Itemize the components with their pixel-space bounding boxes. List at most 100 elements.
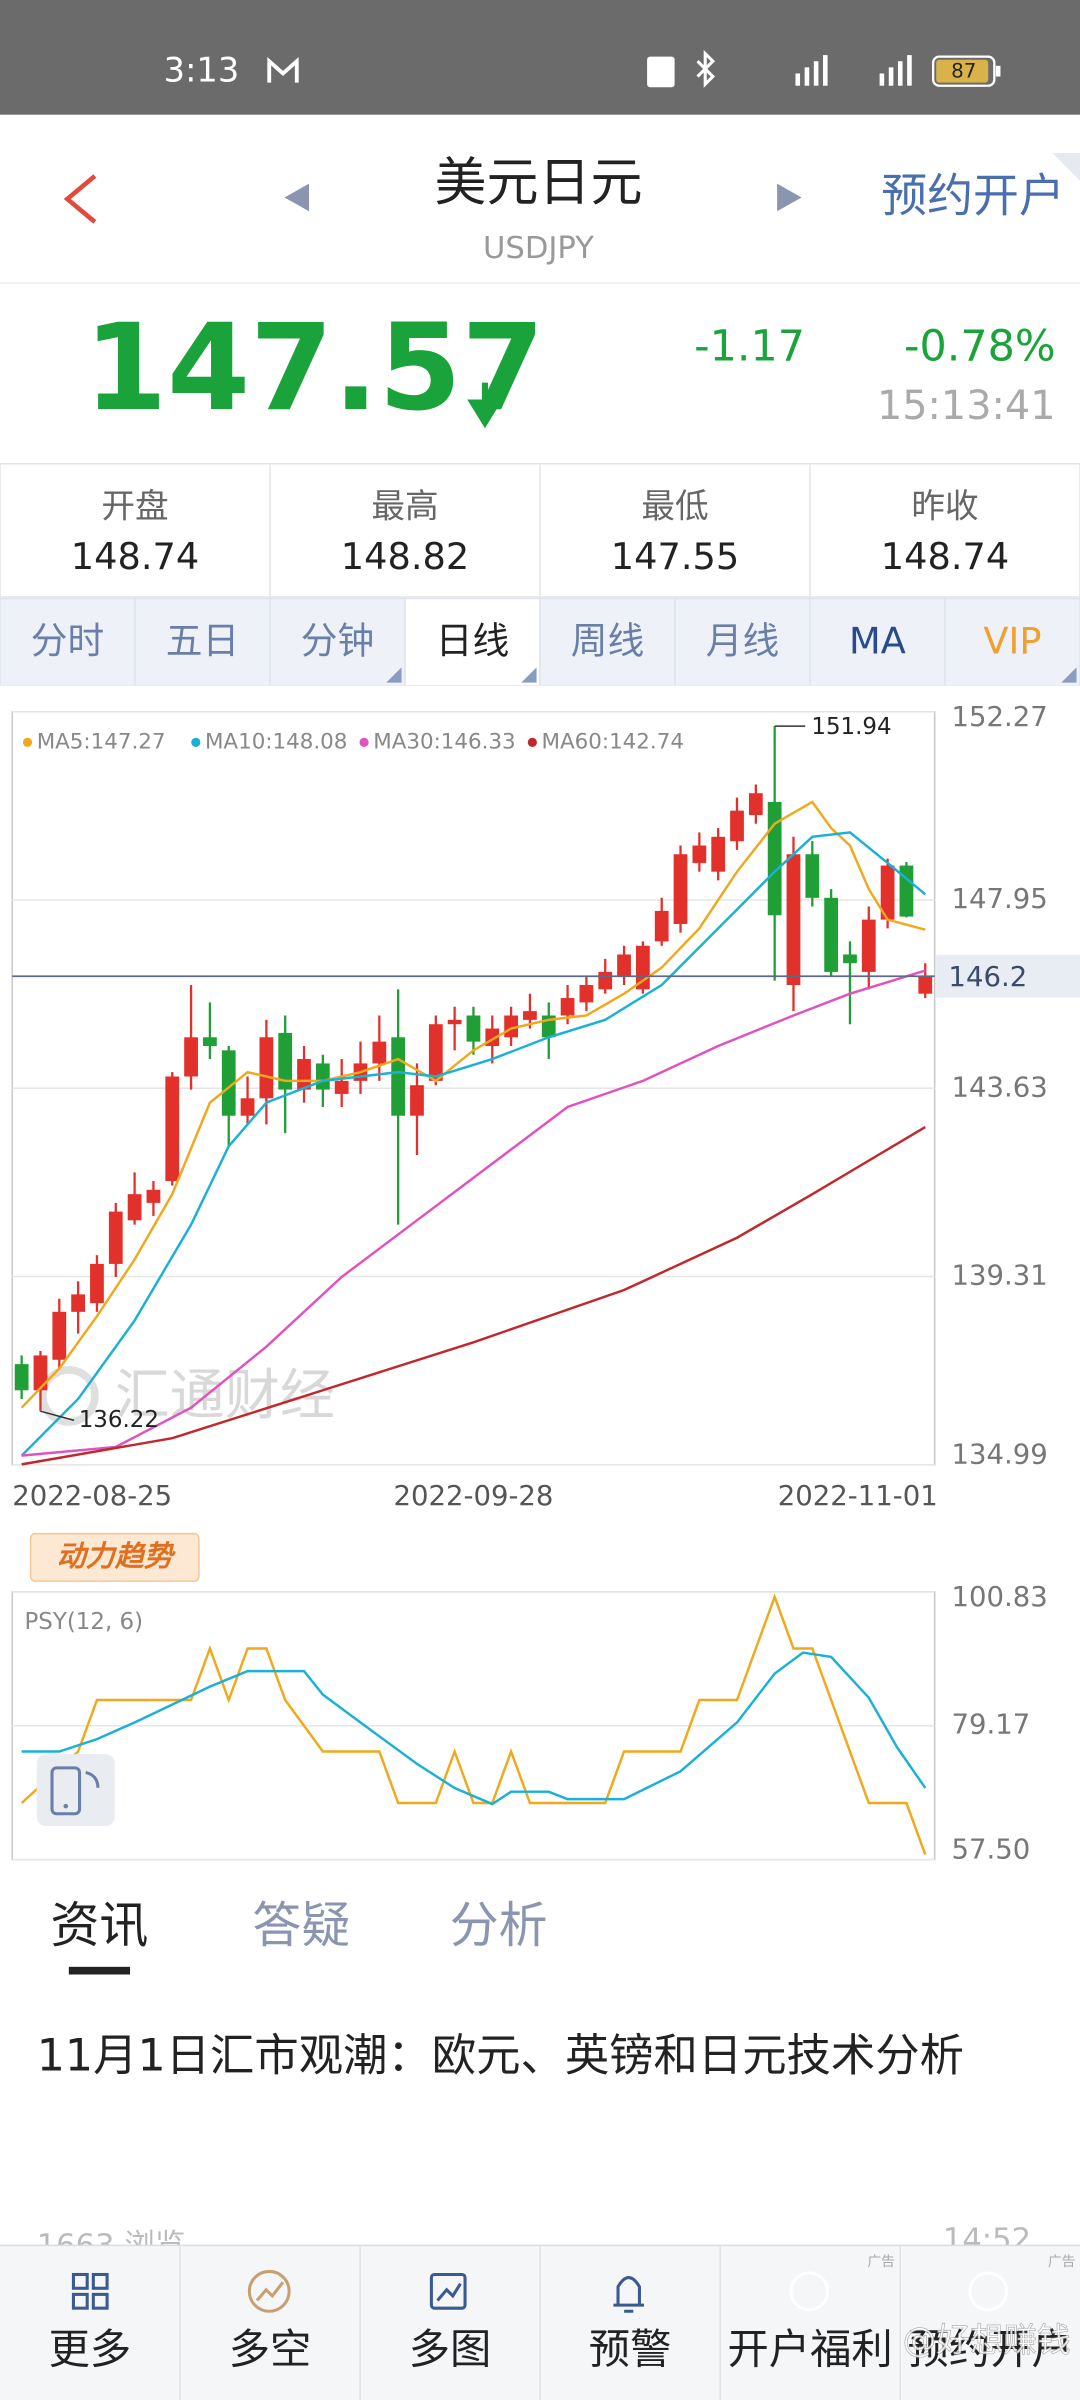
back-button[interactable]: [63, 174, 97, 224]
candle-body: [259, 1037, 274, 1099]
nfc-icon: [647, 56, 675, 88]
candle-body: [428, 1024, 443, 1081]
tab-label[interactable]: 五日: [166, 619, 239, 662]
candle-body: [899, 865, 914, 917]
candle-body: [184, 1037, 198, 1077]
tab[interactable]: [539, 597, 676, 687]
nav-label[interactable]: 多空: [229, 2326, 312, 2374]
tab[interactable]: [944, 597, 1080, 687]
open-account-button[interactable]: 预约开户: [881, 168, 1065, 222]
tab-label[interactable]: 周线: [571, 619, 644, 662]
candle-body: [767, 801, 782, 916]
header-title: 美元日元: [434, 154, 642, 214]
stat-label: 最高: [371, 487, 438, 526]
candle-body: [579, 984, 594, 1003]
candle-body: [146, 1189, 161, 1203]
stat-label: 开盘: [101, 487, 168, 526]
x-tick-label: 2022-09-28: [393, 1480, 553, 1512]
battery-tip: [995, 65, 1001, 77]
nav-label[interactable]: 多图: [409, 2326, 492, 2374]
battery: [931, 55, 996, 87]
candle-body: [315, 1063, 330, 1090]
prev-symbol[interactable]: [284, 183, 310, 212]
candle-body: [165, 1076, 180, 1182]
tab-label[interactable]: 分钟: [301, 619, 374, 662]
min-label: 136.22: [79, 1407, 159, 1433]
news-tab-underline: [68, 1966, 131, 1975]
legend-dot: [22, 737, 33, 747]
tab-label[interactable]: 月线: [706, 619, 779, 662]
candle-body: [240, 1098, 255, 1116]
price-change: -1.17: [694, 321, 805, 371]
down-arrow: [467, 382, 503, 429]
indicator-line: [20, 831, 927, 1457]
news-headline[interactable]: 11月1日汇市观潮：欧元、英镑和日元技术分析: [37, 2031, 964, 2082]
tab[interactable]: [674, 597, 811, 687]
tab-label[interactable]: MA: [849, 619, 906, 662]
candle-body: [90, 1263, 104, 1304]
tab[interactable]: [809, 597, 946, 687]
candle-body: [447, 1019, 462, 1025]
nav-icons: [71, 2269, 1009, 2313]
quote-time: 15:13:41: [877, 383, 1056, 429]
indicator-badge[interactable]: [29, 1532, 200, 1582]
candle-body: [805, 854, 820, 898]
candle-body: [918, 976, 933, 994]
y-tick-label: 79.17: [952, 1709, 1031, 1741]
candle-body: [52, 1311, 67, 1360]
nav-label[interactable]: 预警: [589, 2326, 672, 2374]
stat-label: 最低: [641, 487, 708, 526]
corner-watermark: @好想赚钱: [903, 2320, 1071, 2359]
candle-body: [391, 1037, 406, 1116]
last-price-tag: [936, 954, 1080, 998]
tab-label[interactable]: VIP: [983, 619, 1041, 662]
candle-body: [221, 1050, 236, 1116]
indicator-line: [21, 969, 926, 1457]
candle-body: [824, 897, 839, 972]
nav-label[interactable]: 开户福利: [728, 2326, 893, 2374]
header: [0, 114, 1080, 284]
candle-body: [372, 1041, 387, 1064]
indicator-line: [20, 800, 926, 1409]
x-tick-label: 2022-11-01: [778, 1480, 938, 1512]
tab-label[interactable]: 分时: [31, 619, 104, 662]
tab-label[interactable]: 日线: [436, 619, 509, 662]
candle-body: [786, 854, 801, 985]
stat-value: 148.74: [71, 535, 199, 578]
tab[interactable]: [0, 597, 136, 687]
candle-body: [108, 1211, 123, 1264]
news-tab[interactable]: 答疑: [252, 1897, 350, 1954]
tab[interactable]: [269, 597, 406, 687]
nav-label[interactable]: 预约开户: [908, 2326, 1073, 2374]
rotate-button[interactable]: [36, 1754, 115, 1827]
tabs: 分时 五日 分钟 日线 周线 月线 MA VIP: [0, 597, 1080, 687]
x-tick-label: 2022-08-25: [12, 1480, 172, 1512]
stat-value: 148.74: [881, 535, 1009, 578]
nav-label[interactable]: 更多: [49, 2326, 132, 2374]
candle-body: [466, 1015, 481, 1042]
stats: 开盘 148.74 最高 148.82 最低 147.55 昨收 148.74: [71, 463, 1009, 597]
stat-value: 147.55: [611, 535, 739, 578]
news-tab-active[interactable]: 资讯: [50, 1897, 148, 1954]
header-symbol: USDJPY: [483, 231, 594, 266]
candle-body: [617, 954, 631, 977]
candle-body: [127, 1194, 142, 1221]
candle-body: [711, 836, 726, 872]
next-symbol[interactable]: [777, 183, 802, 212]
y-tick-label: 134.99: [952, 1439, 1048, 1471]
candle-body: [14, 1364, 29, 1391]
news-tab[interactable]: 分析: [450, 1897, 548, 1954]
candle-body: [692, 845, 707, 863]
stat-label: 昨收: [911, 487, 978, 526]
candle-body: [203, 1037, 217, 1046]
candle-body: [71, 1294, 86, 1312]
last-price: 147.57: [84, 299, 544, 438]
candle-body: [861, 919, 876, 972]
indicator-line: [21, 1651, 927, 1806]
candle-body: [334, 1080, 349, 1094]
indicator-line: [21, 1125, 926, 1466]
status-bar: [0, 0, 1080, 115]
indicator-badge-text[interactable]: 动力趋势: [57, 1539, 177, 1573]
candle-body: [654, 910, 669, 942]
